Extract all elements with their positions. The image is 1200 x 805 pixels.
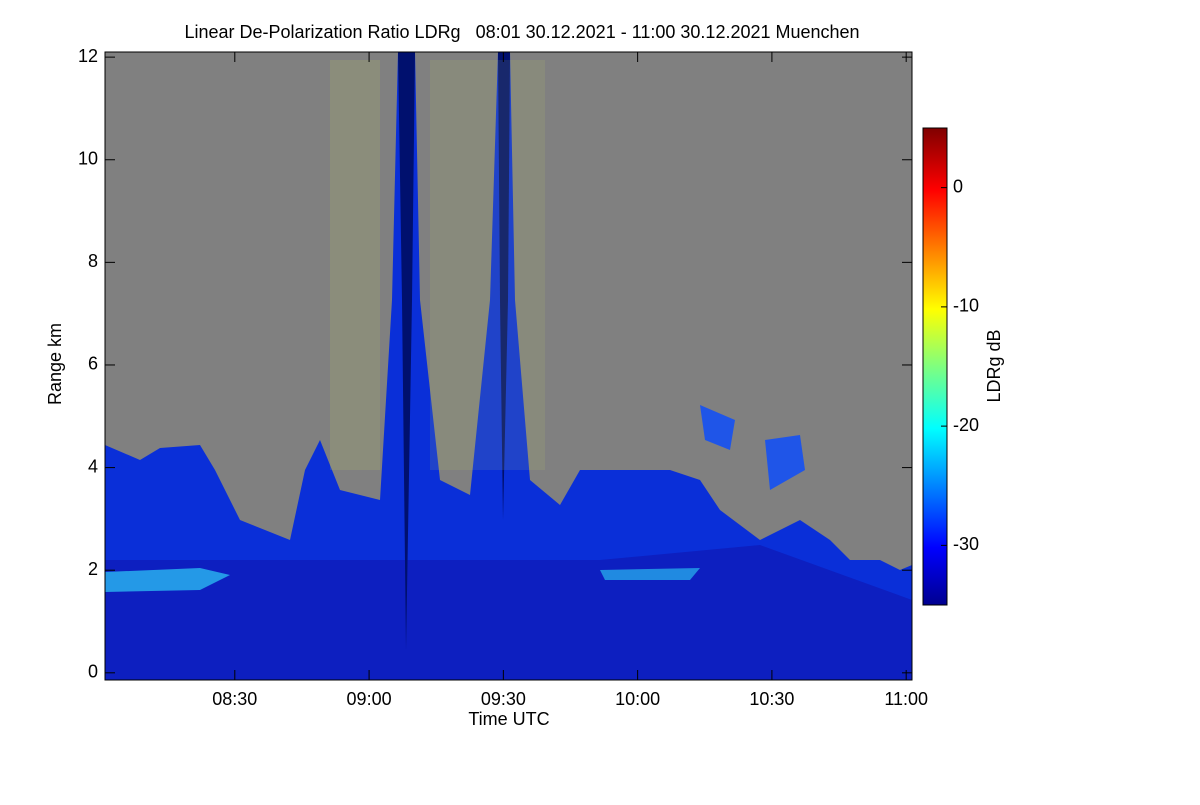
colorbar-tick-label: -10 <box>953 296 979 316</box>
x-tick-label: 08:30 <box>212 689 257 709</box>
colorbar-label: LDRg dB <box>984 329 1004 402</box>
y-tick-label: 12 <box>78 46 98 66</box>
y-tick-label: 4 <box>88 456 98 476</box>
x-axis-label: Time UTC <box>468 709 549 729</box>
x-tick-label: 10:00 <box>615 689 660 709</box>
x-tick-label: 11:00 <box>884 689 928 709</box>
y-axis-label: Range km <box>45 323 65 405</box>
y-tick-label: 8 <box>88 251 98 271</box>
y-tick-label: 2 <box>88 559 98 579</box>
colorbar <box>922 127 948 606</box>
colorbar-tick-label: -20 <box>953 415 979 435</box>
y-tick-label: 10 <box>78 148 98 168</box>
colorbar-tick-label: 0 <box>953 176 963 196</box>
x-tick-label: 09:00 <box>347 689 392 709</box>
y-tick-label: 0 <box>88 662 98 682</box>
plot-frame <box>104 51 913 681</box>
x-tick-label: 10:30 <box>749 689 794 709</box>
chart-title: Linear De-Polarization Ratio LDRg 08:01 … <box>184 22 859 42</box>
y-tick-label: 6 <box>88 354 98 374</box>
colorbar-tick-label: -30 <box>953 534 979 554</box>
heatmap <box>105 52 912 680</box>
x-tick-label: 09:30 <box>481 689 526 709</box>
